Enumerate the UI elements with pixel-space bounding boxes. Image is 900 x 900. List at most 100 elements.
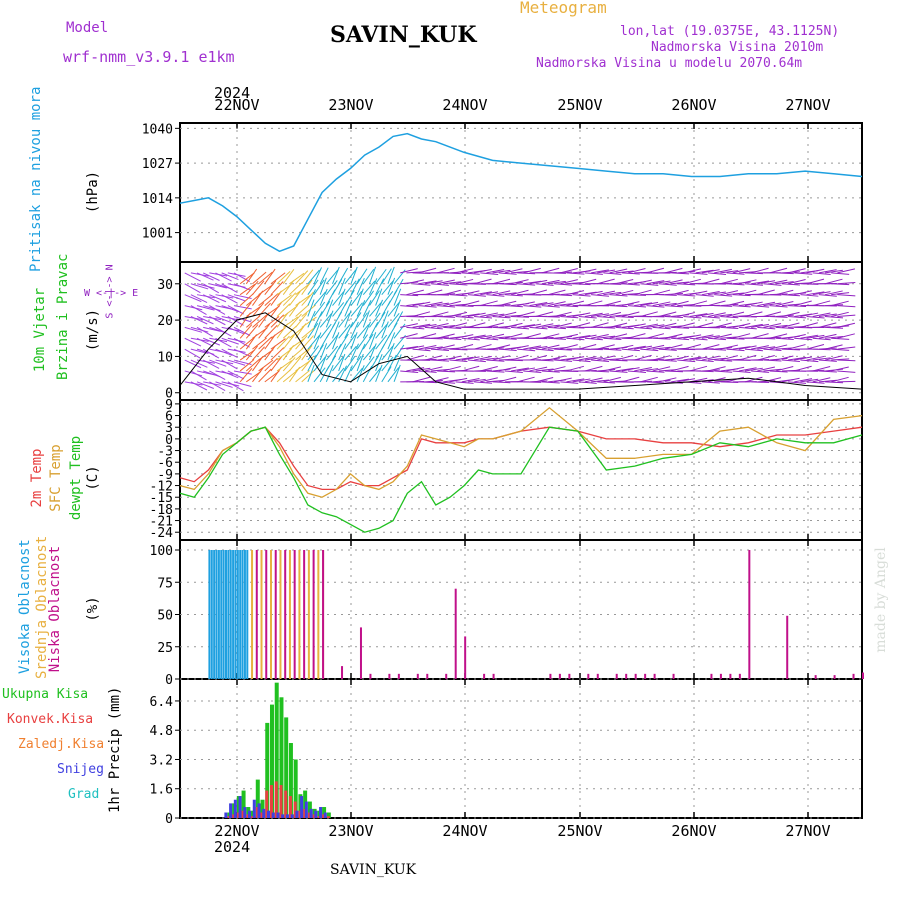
low-cloud-bar [483,673,486,679]
high-cloud-bar [232,550,235,679]
wind-barb [751,333,769,339]
wind-barb [492,355,511,361]
wind-barb [794,365,812,372]
wind-barb [701,290,720,296]
wind-barb [584,377,603,383]
wind-barb [184,348,201,359]
wind-barb [362,345,376,361]
wind-barb [202,283,220,294]
wind-barb [424,346,443,350]
wind-barb [634,366,652,372]
wind-barb [566,300,585,307]
conv-precip-bar [284,790,288,818]
wind-barb [196,381,214,389]
wind-barb [541,279,560,285]
wind-barb [325,269,339,285]
low-cloud-bar [341,666,344,679]
wind-barb [412,311,431,317]
wind-barb [246,305,262,317]
wind-barb [239,367,253,383]
wind-barb [547,280,566,285]
wind-barb [738,345,757,350]
wind-barb [368,266,377,284]
legend-snow: Snijeg [57,762,104,777]
bottom-date-label: 23NOV [328,822,373,840]
conv-precip-bar [241,810,245,818]
wind-barb [276,369,291,383]
wind-barb [375,353,383,372]
wind-barb [584,365,603,372]
wind-barb [732,370,751,373]
wind-barb [461,377,480,383]
wind-barb [775,272,794,275]
wind-barb [430,359,450,362]
wind-barb [609,359,628,362]
mid-cloud-bar [251,550,254,679]
wind-barb [695,294,714,297]
mid-cloud-bar [288,550,291,679]
wind-barb [289,338,305,350]
wind-barb [769,305,788,308]
wind-barb [221,305,239,313]
wind-barb [788,305,807,307]
mid-cloud-bar [279,550,282,679]
wind-barb [190,305,207,316]
wind-barb [412,301,431,307]
wind-barb [720,315,739,319]
wind-barb [689,337,708,341]
wind-barb [763,368,782,372]
wind-barb [547,337,566,340]
high-cloud-bar [213,550,216,679]
wind-barb [744,301,763,307]
wind-barb [184,305,203,311]
panel-frame-cloud [179,539,863,680]
wind-barb [720,381,739,384]
wind-barb [695,269,714,274]
wind-barb [652,301,671,307]
wind-barb [634,289,652,296]
wind-barb [547,289,566,296]
snow-bar [262,808,266,818]
wind-barb [547,355,566,361]
wind-barb [474,381,493,384]
wind-barb [627,333,646,339]
wind-barb [572,294,591,297]
wind-barb [517,311,535,317]
wind-barb [233,381,252,387]
wind-barb [215,272,232,282]
wind-barb [301,326,316,339]
wind-barb [560,381,579,384]
wind-barb [781,303,800,307]
wind-barb [794,272,813,275]
wind-barb [406,354,424,361]
wind-barb [708,272,727,275]
wind-barb [646,344,665,350]
wind-barb [239,272,255,285]
wind-barb [812,357,831,361]
wind-barb [738,367,757,372]
wind-barb [455,334,474,339]
wind-barb [757,346,776,350]
wind-barb [517,283,536,286]
conv-precip-bar [255,807,259,818]
wind-barb [621,272,640,275]
wind-barb [480,312,499,317]
wind-barb [276,303,291,317]
mid-cloud-bar [317,550,320,679]
wind-barb [535,283,554,286]
wind-barb [578,268,597,274]
wind-barb [603,300,621,307]
wind-barb [726,376,745,383]
wind-barb [233,326,251,336]
wind-barb [480,366,498,372]
wind-barb [474,355,492,361]
temp-tick-label: -21 [150,515,173,530]
wind-barb [344,321,354,339]
wind-barb [554,294,573,297]
wind-barb [818,333,837,339]
wind-barb [492,336,511,339]
low-cloud-bar [748,550,751,679]
wind-barb [701,278,720,285]
wind-barb [325,299,334,317]
temp-tick-label: 6 [165,410,173,425]
